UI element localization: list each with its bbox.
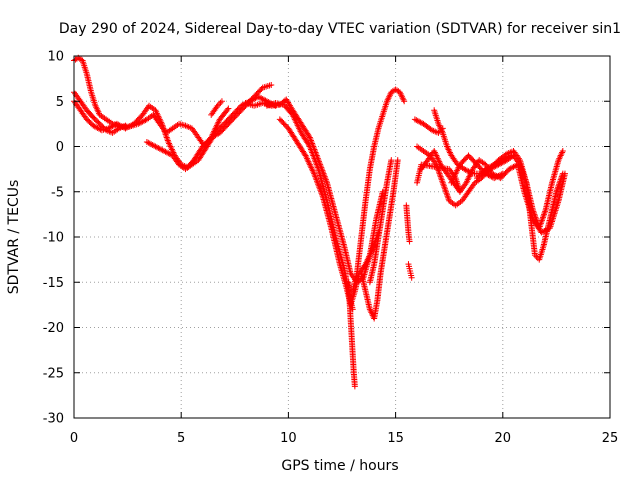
y-tick-label: 5	[56, 95, 64, 110]
data-point	[224, 106, 231, 113]
data-point	[561, 170, 568, 177]
y-tick-label: -25	[43, 366, 64, 381]
series-arc-6	[150, 105, 232, 150]
data-points	[71, 54, 568, 390]
y-tick-label: -20	[43, 321, 64, 336]
data-point	[92, 117, 99, 124]
data-point	[394, 157, 401, 164]
data-point	[87, 120, 94, 127]
x-axis-label: GPS time / hours	[281, 458, 398, 474]
chart-title: Day 290 of 2024, Sidereal Day-to-day VTE…	[59, 21, 621, 37]
series-arc-11	[345, 279, 358, 390]
series-arc-15	[403, 202, 413, 245]
y-tick-label: 0	[56, 140, 64, 155]
data-point	[91, 115, 98, 122]
y-tick-label: -15	[43, 276, 64, 291]
data-point	[90, 114, 97, 121]
series-arc-10	[263, 100, 356, 313]
series-arc-5	[143, 93, 279, 173]
data-point	[83, 116, 90, 123]
series-arc-14	[366, 157, 395, 286]
y-axis-label: SDTVAR / TECUs	[6, 180, 22, 295]
data-point	[94, 118, 101, 125]
series-arc-23	[474, 152, 515, 182]
series-arc-2	[71, 89, 129, 136]
series-arc-13	[358, 157, 401, 322]
y-tick-label: 10	[47, 50, 64, 65]
x-tick-label: 0	[70, 431, 78, 446]
data-point	[499, 170, 506, 177]
data-point	[427, 126, 434, 133]
series-arc-12	[349, 86, 408, 295]
series-arc-16	[405, 261, 415, 281]
y-tick-label: -30	[43, 412, 64, 427]
data-point	[85, 117, 92, 124]
data-point	[406, 238, 413, 245]
x-tick-label: 25	[602, 431, 619, 446]
data-point	[508, 152, 515, 159]
axis-ticks: 0 5 10 15 20 25 -30 -25 -20 -15 -10 -5 0 5 10	[43, 50, 619, 447]
x-tick-label: 10	[280, 431, 297, 446]
data-point	[96, 120, 103, 127]
data-point	[305, 133, 312, 140]
data-point	[142, 117, 149, 124]
data-point	[225, 105, 232, 112]
data-point	[506, 153, 513, 160]
y-tick-label: -5	[51, 185, 64, 200]
data-point	[268, 81, 275, 88]
series-arc-22	[448, 152, 506, 186]
data-point	[401, 98, 408, 105]
data-point	[305, 142, 312, 149]
data-point	[98, 122, 105, 129]
data-point	[408, 274, 415, 281]
series-arc-7	[208, 98, 225, 118]
data-point	[351, 383, 358, 390]
data-point	[86, 118, 93, 125]
data-point	[95, 119, 102, 126]
data-point	[498, 171, 505, 178]
data-point	[559, 148, 566, 155]
x-tick-label: 15	[387, 431, 404, 446]
data-point	[388, 157, 395, 164]
series-arc-3	[71, 98, 129, 134]
data-point	[218, 98, 225, 105]
x-tick-label: 5	[177, 431, 185, 446]
data-point	[456, 188, 463, 195]
x-tick-label: 20	[495, 431, 512, 446]
y-tick-label: -10	[43, 231, 64, 246]
